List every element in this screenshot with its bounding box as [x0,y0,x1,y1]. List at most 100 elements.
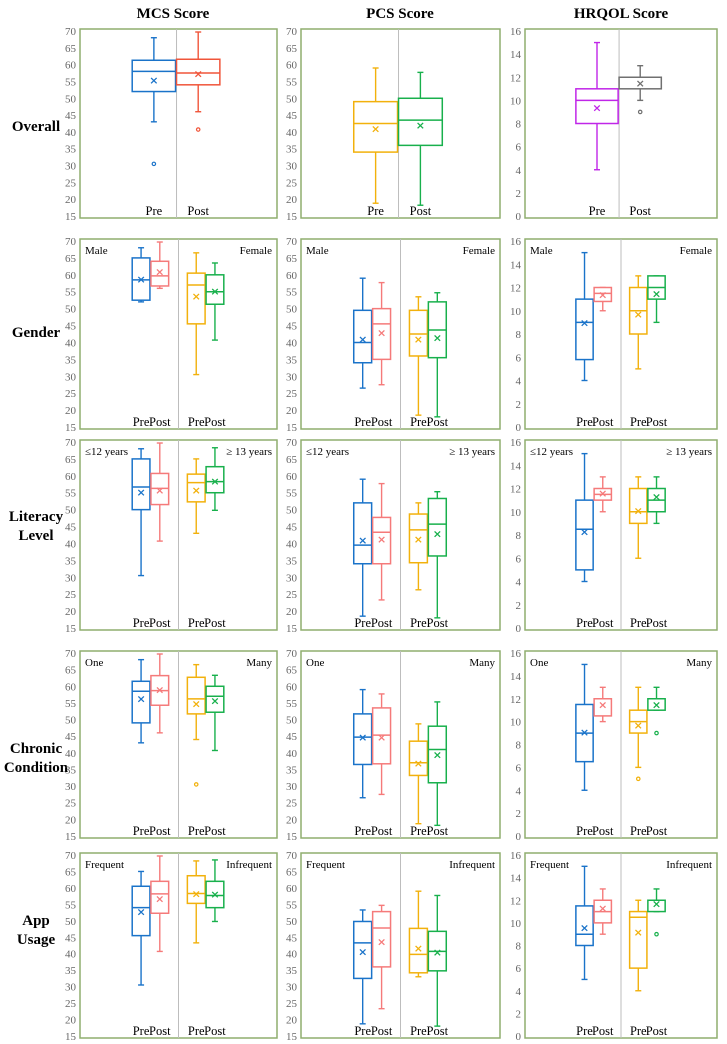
y-tick-label: 65 [286,43,298,55]
box-pre: × [131,870,151,986]
y-tick-label: 50 [65,715,77,727]
panel-r4-c0: 15 20 25 30 35 40 45 50 55 60 65 70 Frequent × Pre × Pos… [65,850,278,1043]
iqr-box [352,713,373,766]
x-label: Pre [354,824,371,838]
y-tick-label: 50 [286,93,298,105]
y-tick-label: 60 [286,681,298,693]
y-tick-label: 55 [65,287,77,299]
y-tick-label: 30 [65,371,77,383]
mean-marker: × [358,945,367,958]
y-tick-label: 10 [510,717,522,729]
x-label: Pre [133,616,150,630]
row-label-line: Condition [3,760,69,776]
y-tick-label: 45 [286,321,298,333]
y-tick-label: 16 [510,26,522,38]
y-tick-label: 25 [286,589,298,601]
y-tick-label: 60 [286,60,298,72]
y-tick-label: 2 [516,188,522,200]
x-label: Post [204,415,226,429]
y-tick-label: 65 [65,665,77,677]
y-tick-label: 25 [286,388,298,400]
iqr-box [205,274,225,305]
y-tick-label: 45 [65,522,77,534]
panel-r2-c0: 15 20 25 30 35 40 45 50 55 60 65 70 ≤12 years × Pre × Po… [65,437,278,635]
x-label: Post [646,616,668,630]
x-label: Pre [188,616,205,630]
y-tick-label: 50 [65,505,77,517]
y-tick-label: 70 [286,648,298,660]
x-label: Pre [576,1024,593,1038]
y-tick-label: 6 [516,352,522,364]
y-tick-label: 65 [65,454,77,466]
y-tick-label: 35 [65,354,77,366]
group-label: Infrequent [226,859,272,871]
y-tick-label: 8 [516,740,522,752]
box-post: × [647,476,666,525]
box-post: × [647,888,666,937]
mean-marker: × [652,898,661,911]
mean-marker: × [210,285,219,298]
y-tick-label: 30 [65,572,77,584]
y-tick-label: 15 [65,211,77,223]
y-tick-label: 12 [510,72,521,84]
iqr-box [205,465,225,494]
x-label: Post [149,824,171,838]
box-post: × [371,693,392,796]
y-tick-label: 70 [286,26,298,38]
y-tick-label: 35 [286,764,298,776]
y-tick-label: 6 [516,963,522,975]
iqr-box [175,58,221,86]
y-tick-label: 25 [65,388,77,400]
y-tick-label: 2 [516,808,522,820]
box-post: × [205,447,225,512]
group-label: Female [680,245,712,257]
iqr-box [575,499,594,571]
x-label: Post [371,415,393,429]
mean-marker: × [652,491,661,504]
y-tick-label: 12 [510,694,521,706]
box-pre: × [352,688,373,799]
y-tick-label: 55 [286,488,298,500]
y-tick-label: 70 [65,850,77,862]
iqr-box [131,257,151,301]
box-post: × [647,275,666,324]
outlier-point [637,109,643,115]
box-pre: × [575,452,594,583]
y-tick-label: 4 [516,785,522,797]
x-label: Post [427,824,449,838]
group-label: Frequent [85,859,124,871]
iqr-box [150,880,170,914]
mean-marker: × [433,331,442,344]
y-tick-label: 2 [516,399,522,411]
panel-r1-c1: 15 20 25 30 35 40 45 50 55 60 65 70 Male × Pre × Post Fem… [286,236,501,434]
group-label: One [85,657,103,669]
y-tick-label: 35 [65,555,77,567]
y-tick-label: 8 [516,941,522,953]
box-pre: × [131,247,151,303]
y-tick-label: 20 [286,405,298,417]
y-tick-label: 70 [65,437,77,449]
y-tick-label: 12 [510,484,521,496]
group-label: Many [246,657,272,669]
y-tick-label: 2 [516,1008,522,1020]
y-tick-label: 25 [286,798,298,810]
y-tick-label: 35 [65,764,77,776]
mean-marker: × [598,902,607,915]
y-tick-label: 20 [65,405,77,417]
x-label: Pre [576,824,593,838]
group-label: ≤12 years [85,446,128,458]
y-tick-label: 65 [286,253,298,265]
box-post: × [427,292,448,418]
mean-marker: × [377,936,386,949]
iqr-box [371,516,392,565]
y-tick-label: 55 [65,698,77,710]
y-tick-label: 50 [286,505,298,517]
y-tick-label: 60 [65,883,77,895]
y-tick-label: 20 [65,194,77,206]
y-tick-label: 55 [65,76,77,88]
panel-r4-c1: 15 20 25 30 35 40 45 50 55 60 65 70 Frequent × Pre × Pos… [286,850,501,1043]
box-post: × [593,686,613,723]
panel-r2-c2: 0 2 4 6 8 10 12 14 16 ≤12 years × Pre × Post ≥ 13 year… [510,437,718,635]
iqr-box [186,676,206,715]
y-tick-label: 15 [65,623,77,635]
